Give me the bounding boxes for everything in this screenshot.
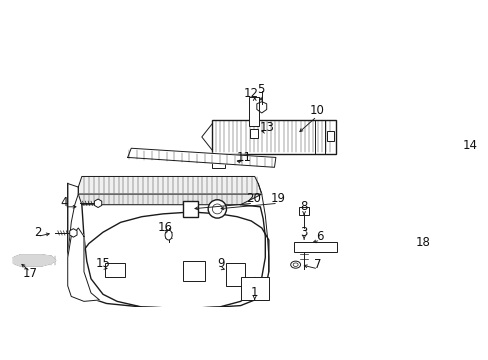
Bar — [327, 131, 334, 141]
Text: 2: 2 — [34, 226, 41, 239]
Text: 12: 12 — [243, 87, 258, 100]
Polygon shape — [68, 228, 99, 301]
Bar — [249, 129, 258, 138]
Text: 5: 5 — [256, 83, 264, 96]
Text: 16: 16 — [157, 221, 172, 234]
Ellipse shape — [290, 261, 300, 268]
Text: 7: 7 — [314, 258, 321, 271]
Text: 6: 6 — [316, 230, 324, 243]
Ellipse shape — [400, 245, 439, 270]
Polygon shape — [13, 255, 56, 266]
Text: 11: 11 — [236, 151, 251, 164]
Bar — [226, 263, 244, 286]
Polygon shape — [81, 205, 265, 309]
Text: 20: 20 — [245, 192, 260, 205]
Bar — [293, 242, 337, 252]
Ellipse shape — [385, 243, 447, 284]
Text: 15: 15 — [95, 257, 110, 270]
Bar — [240, 277, 268, 300]
Text: 3: 3 — [300, 226, 307, 239]
Text: 19: 19 — [270, 192, 285, 205]
Polygon shape — [78, 194, 261, 205]
Polygon shape — [127, 148, 275, 167]
Text: 14: 14 — [462, 139, 477, 152]
Text: 13: 13 — [260, 121, 274, 134]
Bar — [212, 154, 224, 168]
Text: 4: 4 — [61, 196, 68, 209]
Text: 1: 1 — [250, 287, 258, 300]
Polygon shape — [78, 176, 261, 194]
Text: 8: 8 — [300, 200, 307, 213]
Circle shape — [208, 200, 226, 218]
Text: 17: 17 — [23, 267, 38, 280]
Ellipse shape — [165, 230, 172, 240]
Circle shape — [212, 204, 222, 214]
Bar — [105, 263, 124, 277]
FancyBboxPatch shape — [475, 145, 488, 164]
Bar — [183, 201, 198, 217]
Text: 10: 10 — [309, 104, 324, 117]
Bar — [248, 97, 259, 126]
Text: 9: 9 — [217, 257, 224, 270]
FancyBboxPatch shape — [299, 207, 308, 215]
Bar — [212, 120, 335, 154]
Bar — [183, 261, 205, 281]
Text: 18: 18 — [414, 235, 429, 249]
Ellipse shape — [293, 263, 298, 266]
